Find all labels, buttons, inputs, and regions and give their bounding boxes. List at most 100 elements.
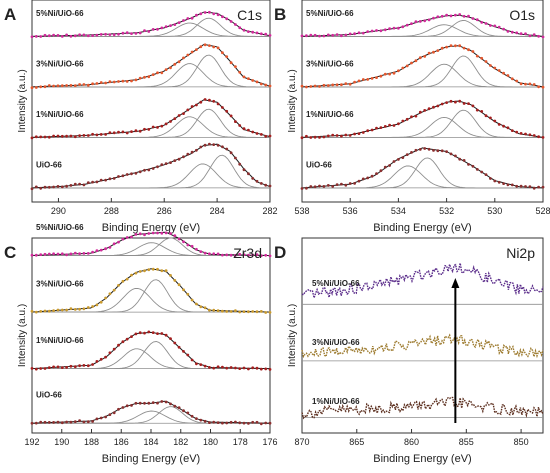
data-point bbox=[78, 419, 81, 422]
data-point bbox=[138, 170, 142, 174]
data-point bbox=[313, 84, 317, 88]
data-point bbox=[125, 31, 129, 35]
data-point bbox=[39, 135, 43, 139]
x-tick-label: 186 bbox=[114, 437, 129, 447]
data-point bbox=[73, 182, 77, 186]
data-point bbox=[99, 133, 103, 136]
data-point bbox=[78, 33, 81, 37]
data-point bbox=[475, 168, 479, 171]
series-1-ni-uio-66: 1%Ni/UiO-66 bbox=[300, 99, 545, 140]
data-point bbox=[143, 75, 146, 79]
data-point bbox=[264, 83, 268, 87]
data-point bbox=[216, 143, 220, 147]
data-point bbox=[112, 177, 116, 180]
data-point bbox=[73, 365, 77, 369]
data-point bbox=[199, 305, 203, 309]
data-point bbox=[125, 80, 129, 83]
data-point bbox=[86, 364, 90, 368]
data-point bbox=[151, 231, 155, 235]
data-point bbox=[151, 73, 155, 76]
data-point bbox=[56, 185, 60, 188]
data-point bbox=[47, 366, 51, 369]
x-tick-label: 528 bbox=[535, 206, 550, 216]
data-point bbox=[309, 85, 313, 88]
data-point bbox=[82, 420, 86, 424]
data-point bbox=[528, 133, 532, 137]
data-point bbox=[52, 84, 55, 88]
data-point bbox=[160, 26, 164, 30]
series-1-ni-uio-66: 1%Ni/UiO-66 bbox=[301, 396, 544, 420]
data-point bbox=[95, 82, 99, 85]
data-point bbox=[300, 34, 304, 38]
data-point bbox=[528, 82, 532, 86]
data-point bbox=[383, 165, 387, 169]
series-label: 3%Ni/UiO-66 bbox=[36, 280, 84, 289]
data-point bbox=[78, 134, 81, 138]
x-tick-label: 286 bbox=[157, 206, 172, 216]
data-point bbox=[138, 76, 142, 80]
data-point bbox=[510, 30, 514, 34]
data-point bbox=[147, 30, 151, 33]
data-point bbox=[322, 185, 326, 188]
data-point bbox=[449, 44, 453, 47]
data-point bbox=[95, 133, 99, 137]
data-point bbox=[47, 34, 51, 38]
panel-letter: B bbox=[274, 5, 286, 24]
data-point bbox=[151, 125, 155, 129]
data-point bbox=[454, 100, 457, 104]
data-point bbox=[69, 307, 73, 311]
x-tick-label: 178 bbox=[233, 437, 248, 447]
data-point bbox=[169, 66, 172, 70]
data-point bbox=[43, 420, 47, 424]
data-point bbox=[60, 185, 64, 189]
data-point bbox=[251, 177, 255, 180]
data-point bbox=[143, 331, 146, 335]
data-point bbox=[471, 17, 475, 20]
data-point bbox=[340, 34, 343, 38]
data-point bbox=[78, 364, 81, 368]
x-axis-label: Binding Energy (eV) bbox=[102, 222, 200, 234]
data-point bbox=[225, 366, 229, 370]
data-point bbox=[388, 27, 391, 31]
component-peak bbox=[32, 406, 271, 424]
component-peak bbox=[302, 55, 543, 88]
data-point bbox=[242, 28, 246, 32]
data-point bbox=[147, 127, 151, 131]
data-point bbox=[234, 65, 237, 68]
data-point bbox=[156, 267, 159, 271]
component-peak bbox=[32, 154, 271, 189]
data-point bbox=[186, 53, 190, 57]
data-point bbox=[300, 84, 304, 88]
data-point bbox=[173, 159, 177, 163]
data-point bbox=[229, 366, 233, 369]
data-point bbox=[493, 66, 497, 70]
data-point bbox=[156, 71, 159, 75]
data-point bbox=[225, 147, 229, 151]
data-point bbox=[255, 366, 259, 370]
plot-frame bbox=[301, 0, 544, 203]
data-point bbox=[125, 277, 129, 281]
data-point bbox=[182, 240, 185, 244]
data-point bbox=[134, 401, 138, 405]
data-point bbox=[112, 242, 116, 246]
data-point bbox=[427, 51, 431, 55]
data-point bbox=[251, 310, 255, 313]
data-point bbox=[143, 401, 146, 405]
series-3-ni-uio-66: 3%Ni/UiO-66 bbox=[30, 43, 272, 90]
data-point bbox=[423, 109, 427, 112]
data-point bbox=[264, 311, 268, 314]
data-point bbox=[99, 357, 103, 361]
data-point bbox=[462, 46, 466, 50]
data-point bbox=[208, 366, 211, 369]
series-1-ni-uio-66: 1%Ni/UiO-66 bbox=[30, 330, 272, 371]
data-point bbox=[47, 185, 51, 189]
data-point bbox=[335, 183, 339, 187]
data-point bbox=[195, 148, 198, 152]
data-point bbox=[208, 308, 211, 312]
data-point bbox=[60, 366, 64, 369]
data-point bbox=[95, 303, 99, 307]
data-point bbox=[99, 416, 103, 420]
data-point bbox=[309, 136, 313, 139]
data-point bbox=[199, 418, 203, 422]
data-point bbox=[229, 151, 233, 155]
